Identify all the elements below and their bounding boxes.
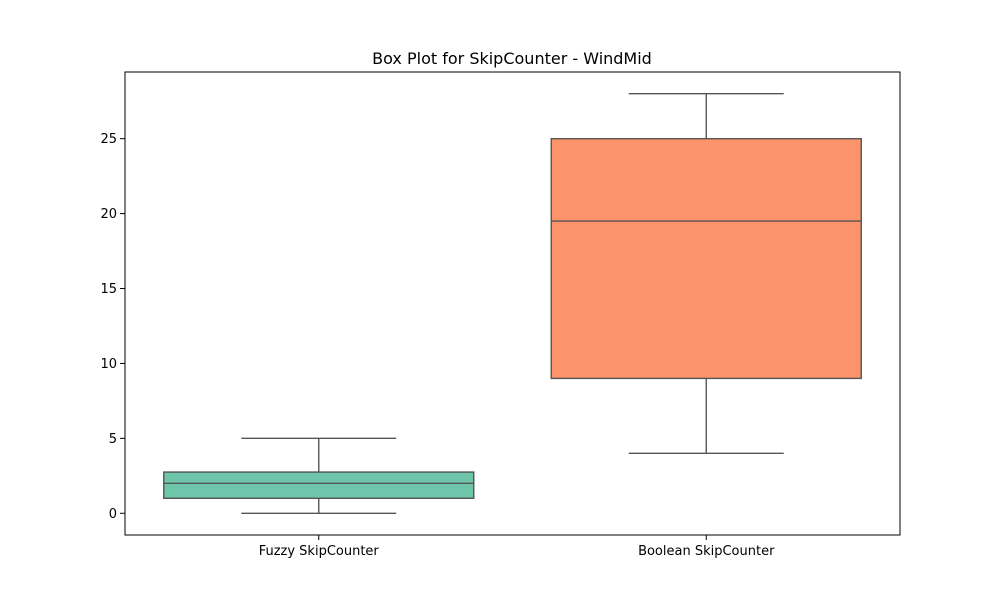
chart-title: Box Plot for SkipCounter - WindMid (372, 49, 652, 68)
boxes-layer (163, 93, 862, 514)
y-tick-label-4: 20 (100, 207, 117, 222)
y-tick-label-3: 15 (100, 282, 117, 297)
plot-frame (124, 71, 901, 536)
axes-layer: 0 5 10 15 20 25 Fuzzy SkipCounter Boolean SkipC… (100, 132, 775, 559)
box-1 (550, 137, 862, 380)
y-tick-label-0: 0 (109, 507, 117, 522)
x-tick-label-1: Boolean SkipCounter (638, 544, 775, 559)
box-0 (163, 471, 475, 499)
x-tick-label-0: Fuzzy SkipCounter (259, 544, 380, 559)
y-tick-label-1: 5 (109, 432, 117, 447)
y-tick-label-2: 10 (100, 357, 117, 372)
y-tick-label-5: 25 (100, 132, 117, 147)
box-group-0 (163, 437, 475, 514)
box-group-1 (550, 93, 862, 455)
